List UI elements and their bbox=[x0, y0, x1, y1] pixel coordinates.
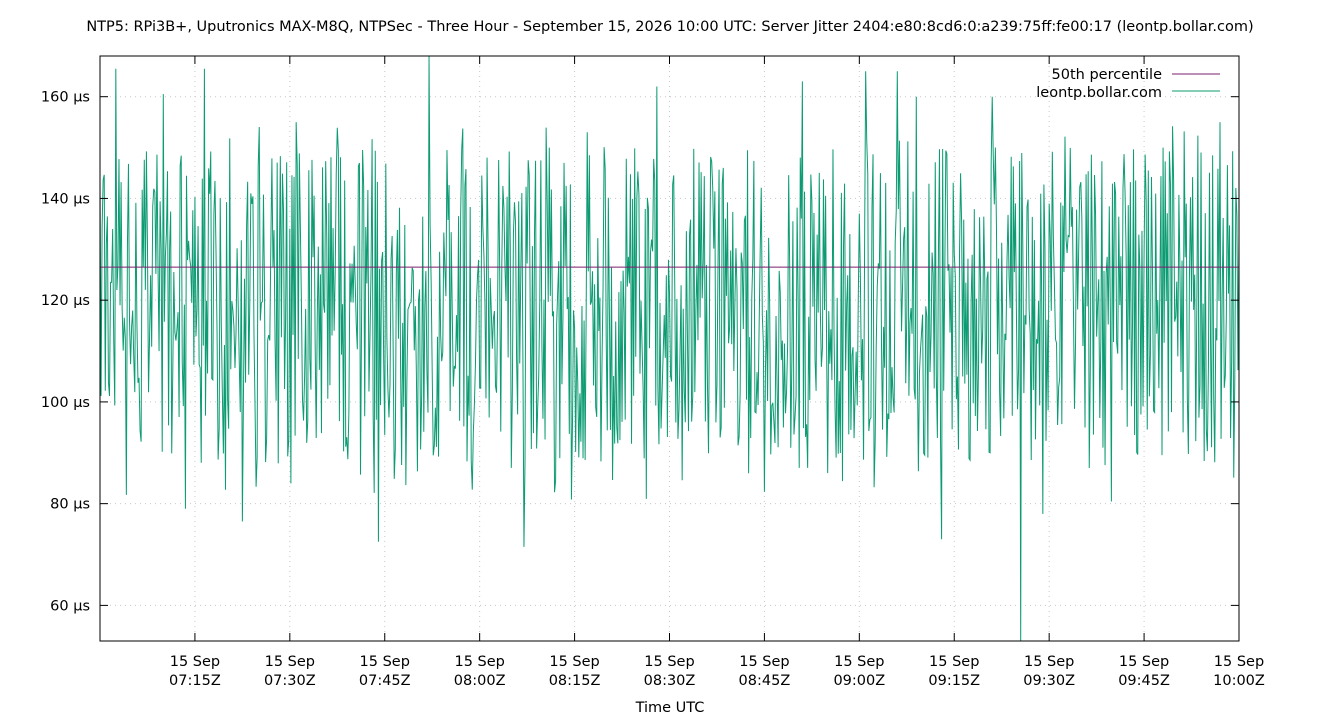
y-axis: 60 µs 80 µs 100 µs 120 µs 140 µs 160 µs bbox=[41, 90, 1239, 614]
y-tick-label: 80 µs bbox=[50, 497, 90, 513]
x-tick-label-date: 15 Sep bbox=[360, 654, 410, 670]
x-tick-label-date: 15 Sep bbox=[1214, 654, 1264, 670]
x-tick-label-date: 15 Sep bbox=[549, 654, 599, 670]
y-tick-label: 100 µs bbox=[41, 395, 90, 411]
legend-label-percentile: 50th percentile bbox=[1052, 67, 1163, 83]
x-axis: 15 Sep 07:15Z 15 Sep 07:30Z 15 Sep 07:45Z 15 S… bbox=[169, 56, 1265, 689]
x-tick-label-date: 15 Sep bbox=[1119, 654, 1169, 670]
series-layer bbox=[99, 55, 1240, 642]
x-tick-label-time: 09:45Z bbox=[1118, 673, 1170, 689]
y-tick-label: 160 µs bbox=[41, 90, 90, 106]
chart-title: NTP5: RPi3B+, Uputronics MAX-M8Q, NTPSec… bbox=[86, 19, 1254, 35]
x-tick-label-time: 07:30Z bbox=[264, 673, 316, 689]
x-tick-label-time: 08:00Z bbox=[454, 673, 506, 689]
grid-layer bbox=[100, 56, 1239, 641]
x-axis-label: Time UTC bbox=[635, 700, 705, 716]
y-tick-label: 120 µs bbox=[41, 293, 90, 309]
x-tick-label-date: 15 Sep bbox=[929, 654, 979, 670]
x-tick-label-time: 08:45Z bbox=[739, 673, 791, 689]
y-tick-label: 140 µs bbox=[41, 191, 90, 207]
legend-label-server: leontp.bollar.com bbox=[1036, 85, 1162, 101]
y-tick-label: 60 µs bbox=[50, 598, 90, 614]
x-tick-label-time: 08:15Z bbox=[549, 673, 601, 689]
x-tick-label-date: 15 Sep bbox=[1024, 654, 1074, 670]
x-tick-label-time: 07:45Z bbox=[359, 673, 411, 689]
x-tick-label-date: 15 Sep bbox=[739, 654, 789, 670]
plot-frame bbox=[99, 55, 1240, 642]
x-tick-label-date: 15 Sep bbox=[644, 654, 694, 670]
x-tick-label-time: 09:00Z bbox=[833, 673, 885, 689]
x-tick-label-date: 15 Sep bbox=[834, 654, 884, 670]
x-tick-label-time: 07:15Z bbox=[169, 673, 221, 689]
x-tick-label-time: 10:00Z bbox=[1213, 673, 1265, 689]
x-tick-label-time: 09:15Z bbox=[928, 673, 980, 689]
x-tick-label-date: 15 Sep bbox=[454, 654, 504, 670]
legend: 50th percentile leontp.bollar.com bbox=[1036, 67, 1220, 101]
x-tick-label-time: 08:30Z bbox=[644, 673, 696, 689]
x-tick-label-time: 09:30Z bbox=[1023, 673, 1075, 689]
series-line-server-jitter bbox=[99, 55, 1240, 642]
x-tick-label-date: 15 Sep bbox=[265, 654, 315, 670]
x-tick-label-date: 15 Sep bbox=[170, 654, 220, 670]
